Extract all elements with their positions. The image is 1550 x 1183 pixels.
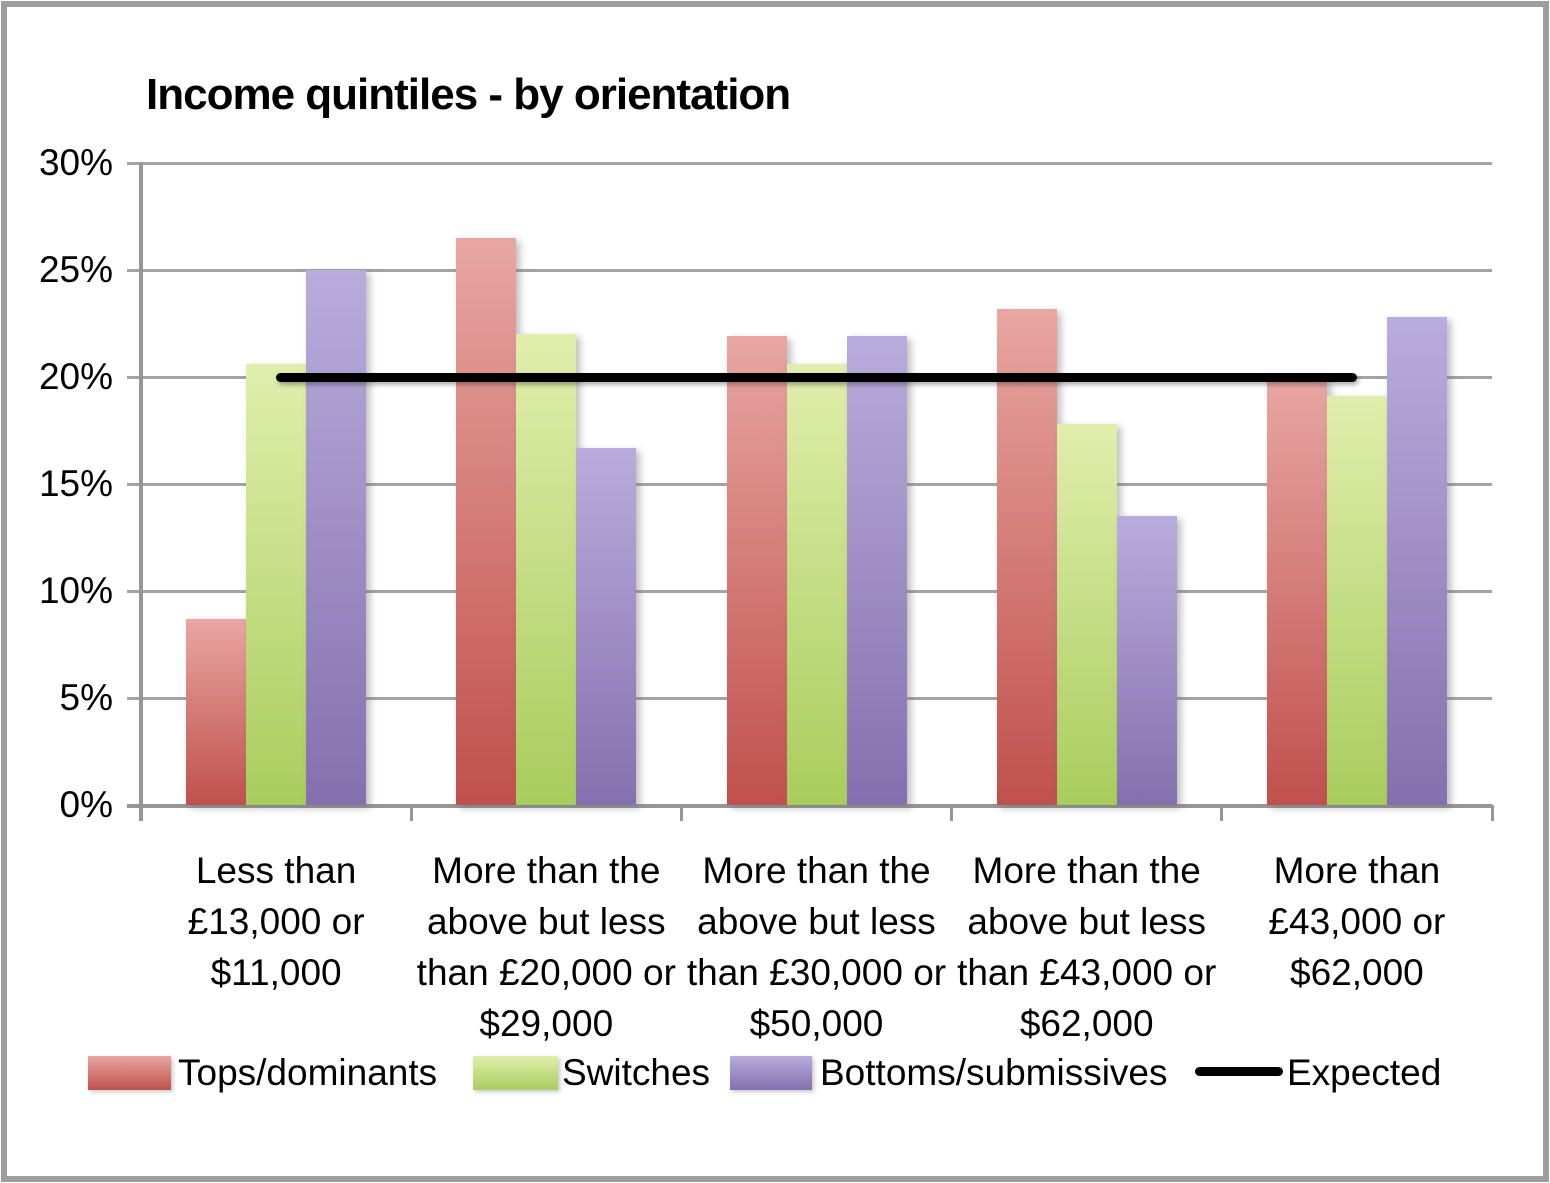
x-category-label-line: More than the xyxy=(702,850,931,891)
x-axis-line xyxy=(127,804,1492,808)
legend-label-tops-dominants: Tops/dominants xyxy=(178,1052,438,1093)
x-category-label-line: $29,000 xyxy=(479,1003,614,1044)
bar-tops-dominants-cat1 xyxy=(186,618,247,805)
bar-switches-cat3 xyxy=(786,364,847,805)
legend-swatch-switches xyxy=(473,1056,558,1090)
x-category-label-1: Less than £13,000 or $11,000 xyxy=(141,845,411,998)
legend-swatch-bottoms-submissives xyxy=(730,1056,812,1090)
bar-switches-cat2 xyxy=(516,334,577,805)
x-axis-tick xyxy=(1220,805,1224,821)
x-axis-tick xyxy=(1490,805,1494,821)
x-category-label-line: £13,000 or xyxy=(187,901,365,942)
x-category-label-4: More than the above but less than £43,000 … xyxy=(952,845,1222,1049)
y-axis-line xyxy=(139,163,143,821)
bar-bottoms-submissives-cat2 xyxy=(576,447,637,805)
bar-bottoms-submissives-cat1 xyxy=(306,270,367,805)
bar-bottoms-submissives-cat4 xyxy=(1116,516,1177,805)
x-category-label-line: $50,000 xyxy=(749,1003,884,1044)
x-category-label-line: $11,000 xyxy=(210,952,342,993)
bar-tops-dominants-cat5 xyxy=(1266,379,1327,805)
x-axis-tick xyxy=(679,805,683,821)
bar-bottoms-submissives-cat3 xyxy=(846,336,907,805)
bar-tops-dominants-cat4 xyxy=(996,308,1057,805)
x-category-label-3: More than the above but less than £30,000 … xyxy=(681,845,951,1049)
expected-line xyxy=(276,372,1357,382)
bar-switches-cat5 xyxy=(1326,396,1387,805)
bar-switches-cat4 xyxy=(1056,424,1117,805)
x-category-label-line: Less than xyxy=(195,850,357,891)
x-category-label-line: £43,000 or xyxy=(1268,901,1446,942)
x-category-label-line: above but less xyxy=(697,901,936,942)
y-tick-label-15%: 15% xyxy=(38,463,113,504)
legend-label-switches: Switches xyxy=(562,1052,711,1093)
x-category-label-line: above but less xyxy=(426,901,666,942)
legend-expected-line-icon xyxy=(1195,1067,1283,1076)
bar-bottoms-submissives-cat5 xyxy=(1386,317,1447,805)
y-tick-label-25%: 25% xyxy=(38,249,113,290)
x-axis-tick xyxy=(950,805,954,821)
x-category-label-line: than £30,000 or xyxy=(686,952,947,993)
x-category-label-2: More than the above but less than £20,000 … xyxy=(411,845,681,1049)
y-tick-label-30%: 30% xyxy=(38,142,113,183)
x-axis-tick xyxy=(139,805,143,821)
gridline-30% xyxy=(127,162,1492,165)
chart-title: Income quintiles - by orientation xyxy=(146,70,791,119)
x-category-label-line: More than the xyxy=(432,850,661,891)
x-axis-tick xyxy=(409,805,413,821)
gridline-25% xyxy=(127,269,1492,272)
x-category-label-line: $62,000 xyxy=(1019,1003,1154,1044)
x-category-label-line: More than xyxy=(1273,850,1441,891)
x-category-label-line: than £43,000 or xyxy=(957,952,1217,993)
x-category-label-line: $62,000 xyxy=(1290,952,1424,993)
y-tick-label-0%: 0% xyxy=(59,784,113,825)
bar-tops-dominants-cat2 xyxy=(456,237,517,805)
x-category-label-line: above but less xyxy=(967,901,1206,942)
y-tick-label-5%: 5% xyxy=(59,677,113,718)
x-category-label-line: More than the xyxy=(972,850,1201,891)
y-tick-label-20%: 20% xyxy=(38,356,113,397)
legend-swatch-tops-dominants xyxy=(88,1056,171,1090)
legend-label-expected: Expected xyxy=(1287,1052,1442,1093)
y-tick-label-10%: 10% xyxy=(38,570,113,611)
x-category-label-5: More than £43,000 or $62,000 xyxy=(1222,845,1492,998)
x-category-label-line: than £20,000 or xyxy=(416,952,676,993)
legend-label-bottoms-submissives: Bottoms/submissives xyxy=(820,1052,1168,1093)
bar-tops-dominants-cat3 xyxy=(726,336,787,805)
bar-switches-cat1 xyxy=(246,364,307,805)
